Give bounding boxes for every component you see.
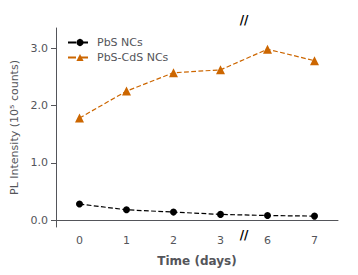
svg-text:6: 6 — [264, 234, 271, 247]
svg-text:PbS-CdS NCs: PbS-CdS NCs — [97, 51, 169, 64]
svg-text:1: 1 — [123, 234, 130, 247]
svg-text:0.0: 0.0 — [31, 214, 49, 227]
svg-text:3: 3 — [217, 234, 224, 247]
svg-text://: // — [240, 13, 249, 27]
svg-text:PbS NCs: PbS NCs — [97, 36, 143, 49]
svg-text:2.0: 2.0 — [31, 99, 49, 112]
svg-text:Time (days): Time (days) — [157, 254, 236, 268]
svg-text:0: 0 — [76, 234, 83, 247]
svg-text:2: 2 — [170, 234, 177, 247]
svg-text:PL Intensity (10⁵ counts): PL Intensity (10⁵ counts) — [8, 60, 21, 195]
svg-text:3.0: 3.0 — [31, 42, 49, 55]
svg-text:7: 7 — [311, 234, 318, 247]
svg-text://: // — [240, 228, 249, 242]
svg-text:1.0: 1.0 — [31, 156, 49, 169]
